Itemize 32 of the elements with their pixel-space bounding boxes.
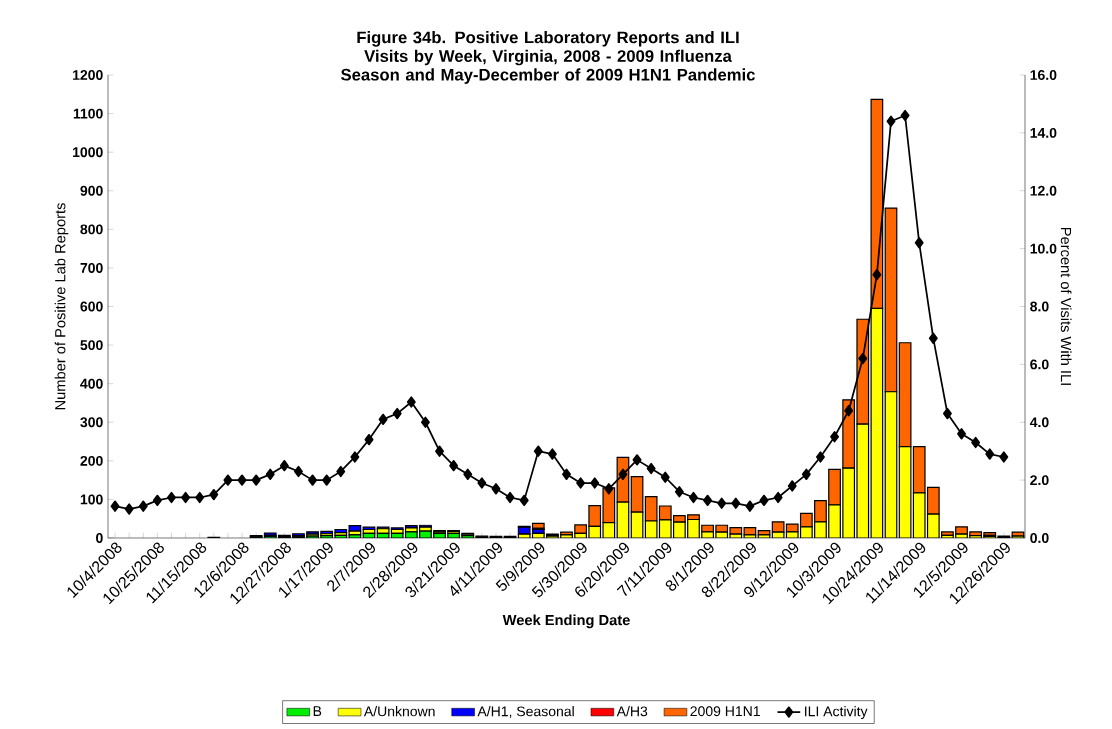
y-tick-label: 0 — [96, 533, 103, 543]
y2-axis-title: Percent of Visits With ILI — [1060, 227, 1072, 385]
legend-label: B — [313, 706, 322, 716]
x-axis-title: Week Ending Date — [502, 614, 630, 629]
legend-label: A/H3 — [616, 706, 648, 717]
y2-tick-label: 2.0 — [1030, 475, 1049, 486]
y2-tick-label: 10.0 — [1030, 243, 1057, 254]
y-tick-label: 200 — [80, 455, 103, 466]
y-tick-label: 1200 — [73, 70, 103, 80]
y2-tick-label: 0.0 — [1030, 533, 1049, 543]
legend-label: A/Unknown — [363, 706, 435, 717]
y-tick-label: 900 — [80, 185, 103, 196]
legend-label: 2009 H1N1 — [690, 706, 760, 717]
y2-tick-label: 14.0 — [1030, 127, 1057, 138]
y2-tick-label: 6.0 — [1030, 359, 1049, 370]
legend-label: A/H1, Seasonal — [477, 706, 574, 718]
y2-tick-label: 8.0 — [1030, 301, 1049, 312]
y-tick-label: 700 — [80, 262, 103, 273]
y2-tick-label: 16.0 — [1030, 70, 1057, 80]
y2-tick-label: 12.0 — [1030, 185, 1057, 196]
y-tick-label: 800 — [80, 224, 103, 235]
y-tick-label: 1100 — [73, 108, 103, 119]
y-axis-title: Number of Positive Lab Reports — [54, 203, 69, 410]
y-tick-label: 100 — [80, 494, 103, 505]
y-tick-label: 1000 — [73, 147, 103, 158]
legend-label: ILI Activity — [805, 706, 868, 720]
y-tick-label: 500 — [80, 340, 103, 351]
y2-tick-label: 4.0 — [1029, 417, 1049, 428]
y-tick-label: 600 — [80, 301, 103, 312]
y-tick-label: 300 — [80, 417, 103, 428]
y-tick-label: 400 — [80, 378, 103, 389]
chart-title: Figure 34b. Positive Laboratory Reports and ILI Visits by Week, Virginia, 2008 - 2009 Influenza Season and May-December of 2009 H1N1 Pandemic — [341, 31, 755, 84]
